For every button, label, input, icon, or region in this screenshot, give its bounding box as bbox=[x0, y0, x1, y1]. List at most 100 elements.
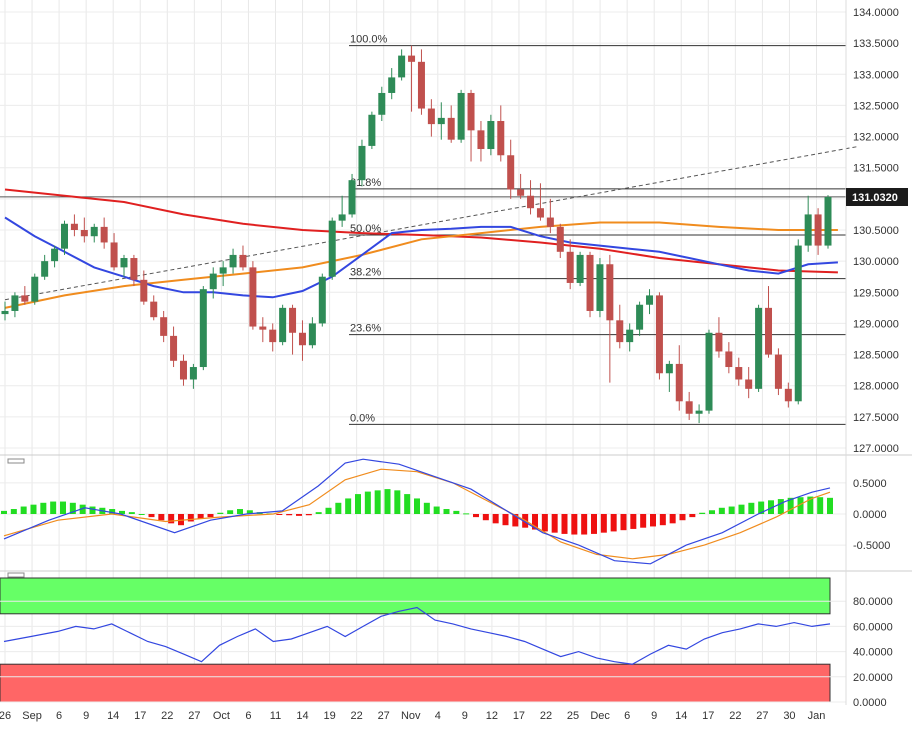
macd-histogram-bar bbox=[709, 510, 715, 514]
candle-body bbox=[308, 323, 316, 346]
macd-histogram-bar bbox=[384, 489, 391, 514]
x-tick-label: 25 bbox=[567, 710, 579, 722]
price-tick-label: 128.5000 bbox=[853, 350, 899, 362]
macd-histogram-bar bbox=[246, 510, 253, 514]
x-tick-label: 30 bbox=[783, 710, 795, 722]
macd-histogram-bar bbox=[345, 498, 352, 514]
price-tick-label: 132.0000 bbox=[853, 132, 899, 144]
candle-body bbox=[497, 121, 505, 156]
x-tick-label: Jan bbox=[808, 710, 826, 722]
candle-body bbox=[705, 332, 713, 411]
candle-body bbox=[715, 332, 723, 352]
candle-body bbox=[606, 264, 614, 321]
candle-body bbox=[467, 92, 475, 131]
candle-body bbox=[378, 92, 386, 115]
candle-body bbox=[398, 55, 406, 78]
macd-histogram-bar bbox=[335, 502, 342, 514]
macd-histogram-bar bbox=[620, 514, 627, 531]
x-tick-label: Sep bbox=[22, 710, 42, 722]
macd-histogram-bar bbox=[659, 514, 666, 526]
macd-histogram-bar bbox=[502, 514, 509, 526]
macd-histogram-bar bbox=[286, 514, 293, 516]
candle-body bbox=[695, 410, 703, 414]
macd-histogram-bar bbox=[630, 514, 637, 529]
candle-body bbox=[21, 295, 29, 302]
x-tick-label: 17 bbox=[702, 710, 714, 722]
x-tick-label: 9 bbox=[462, 710, 468, 722]
macd-histogram-bar bbox=[79, 504, 86, 514]
candle-body bbox=[70, 223, 78, 230]
candle-body bbox=[745, 379, 753, 389]
rsi-tick-label: 20.0000 bbox=[853, 672, 893, 684]
fib-label: 38.2% bbox=[350, 267, 381, 279]
fib-label: 100.0% bbox=[350, 34, 388, 46]
candle-body bbox=[626, 329, 634, 343]
candle-body bbox=[616, 320, 624, 343]
macd-histogram-bar bbox=[305, 514, 312, 516]
rsi-tick-label: 40.0000 bbox=[853, 647, 893, 659]
fib-label: 0.0% bbox=[350, 412, 375, 424]
macd-panel[interactable] bbox=[0, 458, 846, 565]
x-tick-label: 27 bbox=[188, 710, 200, 722]
x-tick-label: 11 bbox=[270, 710, 281, 722]
candle-body bbox=[457, 92, 465, 140]
price-tick-label: 133.5000 bbox=[853, 38, 899, 50]
price-tick-label: 133.0000 bbox=[853, 69, 899, 81]
macd-histogram-bar bbox=[600, 514, 607, 533]
candle-body bbox=[784, 388, 792, 402]
x-tick-label: 6 bbox=[624, 710, 630, 722]
candle-body bbox=[437, 117, 445, 125]
candle-body bbox=[427, 108, 435, 125]
candle-body bbox=[31, 276, 39, 302]
macd-histogram-bar bbox=[394, 490, 401, 514]
macd-histogram-bar bbox=[541, 514, 548, 532]
candle-body bbox=[338, 214, 346, 221]
macd-histogram-bar bbox=[473, 514, 479, 518]
macd-histogram-bar bbox=[640, 514, 647, 528]
candle-body bbox=[130, 258, 138, 280]
rsi-panel[interactable] bbox=[0, 572, 846, 703]
macd-histogram-bar bbox=[148, 514, 155, 518]
fib-label: 23.6% bbox=[350, 323, 381, 335]
candle-body bbox=[646, 295, 654, 305]
candle-body bbox=[80, 230, 88, 237]
price-tick-label: 130.0000 bbox=[853, 256, 899, 268]
x-tick-label: 22 bbox=[161, 710, 173, 722]
rsi-tick-label: 80.0000 bbox=[853, 596, 893, 608]
x-tick-label: 17 bbox=[134, 710, 146, 722]
price-tick-label: 134.0000 bbox=[853, 7, 899, 19]
candle-body bbox=[546, 217, 554, 227]
macd-histogram-bar bbox=[158, 514, 165, 521]
candle-body bbox=[477, 130, 485, 150]
x-tick-label: 22 bbox=[540, 710, 552, 722]
price-tick-label: 129.5000 bbox=[853, 287, 899, 299]
macd-histogram-bar bbox=[797, 497, 804, 514]
macd-histogram-bar bbox=[178, 514, 184, 526]
macd-histogram-bar bbox=[128, 512, 135, 514]
price-tick-label: 129.0000 bbox=[853, 318, 899, 330]
x-tick-label: 6 bbox=[56, 710, 62, 722]
candle-body bbox=[447, 117, 455, 140]
candle-body bbox=[150, 301, 158, 318]
candle-body bbox=[824, 196, 832, 246]
macd-histogram-bar bbox=[40, 502, 47, 514]
macd-histogram-bar bbox=[197, 514, 204, 519]
rsi-tick-label: 0.0000 bbox=[853, 697, 887, 709]
candle-body bbox=[507, 155, 515, 190]
macd-histogram-bar bbox=[728, 506, 735, 514]
x-tick-label: 27 bbox=[756, 710, 768, 722]
candle-body bbox=[328, 220, 336, 277]
macd-histogram-bar bbox=[296, 514, 302, 516]
macd-histogram-bar bbox=[610, 514, 617, 532]
axes: 134.0000 133.5000 133.0000 132.5000 132.0000… bbox=[0, 0, 912, 722]
macd-histogram-bar bbox=[20, 506, 27, 514]
macd-histogram-bar bbox=[827, 497, 833, 514]
macd-histogram-bar bbox=[60, 501, 66, 514]
x-tick-label: Oct bbox=[213, 710, 230, 722]
candle-body bbox=[348, 180, 356, 215]
x-tick-label: 27 bbox=[378, 710, 390, 722]
candle-body bbox=[586, 254, 594, 311]
macd-histogram-bar bbox=[669, 514, 676, 524]
sma-slow-line bbox=[4, 188, 838, 274]
